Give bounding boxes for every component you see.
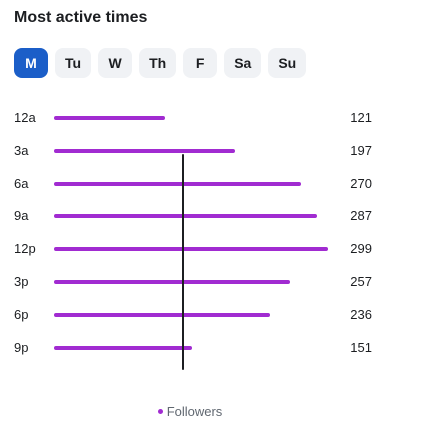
day-tab-friday[interactable]: F	[183, 48, 218, 78]
activity-chart: 12a 121 3a 197 6a 270 9a 287 12p 299 3p 257 6p 236 9p 1…	[0, 108, 422, 370]
value-label: 121	[350, 110, 372, 125]
value-label: 236	[350, 306, 372, 322]
day-tab-saturday[interactable]: Sa	[224, 48, 262, 78]
day-tab-thursday[interactable]: Th	[139, 48, 177, 78]
day-tab-sunday[interactable]: Su	[268, 48, 307, 78]
chart-row: 12p 299	[0, 239, 422, 259]
chart-bar[interactable]	[54, 181, 302, 186]
value-label: 151	[350, 339, 372, 355]
value-label: 270	[350, 175, 372, 191]
chart-row: 3a 197	[0, 141, 422, 161]
chart-bar[interactable]	[54, 214, 317, 219]
chart-row: 6p 236	[0, 305, 422, 325]
chart-bar[interactable]	[54, 345, 193, 350]
hour-label: 9a	[14, 208, 29, 224]
hour-label: 6a	[14, 175, 29, 191]
chart-legend: Followers	[0, 404, 380, 419]
chart-bar[interactable]	[54, 280, 290, 284]
value-label: 257	[350, 274, 372, 289]
hour-label: 3a	[14, 142, 29, 158]
value-label: 287	[350, 208, 372, 224]
chart-row: 12a 121	[0, 108, 422, 128]
day-tab-wednesday[interactable]: W	[98, 48, 133, 78]
chart-row: 3p 257	[0, 272, 422, 292]
hover-cursor	[182, 154, 184, 370]
hour-label: 9p	[14, 339, 29, 355]
legend-swatch	[157, 409, 163, 414]
day-tab-tuesday[interactable]: Tu	[55, 48, 92, 78]
hour-label: 12p	[14, 241, 36, 257]
value-label: 197	[350, 142, 372, 158]
chart-row: 6a 270	[0, 174, 422, 194]
day-tab-monday[interactable]: M	[14, 48, 48, 78]
section-title: Most active times	[14, 9, 148, 26]
chart-bar[interactable]	[54, 148, 235, 153]
value-label: 299	[350, 241, 372, 257]
chart-row: 9a 287	[0, 206, 422, 226]
legend-label: Followers	[166, 404, 223, 419]
chart-bar[interactable]	[54, 312, 271, 317]
hour-label: 12a	[14, 110, 36, 125]
hour-label: 3p	[14, 274, 29, 289]
chart-bar[interactable]	[54, 247, 328, 252]
chart-bar[interactable]	[54, 116, 165, 120]
day-selector: M Tu W Th F Sa Su	[14, 48, 313, 78]
hour-label: 6p	[14, 306, 29, 322]
chart-row: 9p 151	[0, 338, 422, 358]
